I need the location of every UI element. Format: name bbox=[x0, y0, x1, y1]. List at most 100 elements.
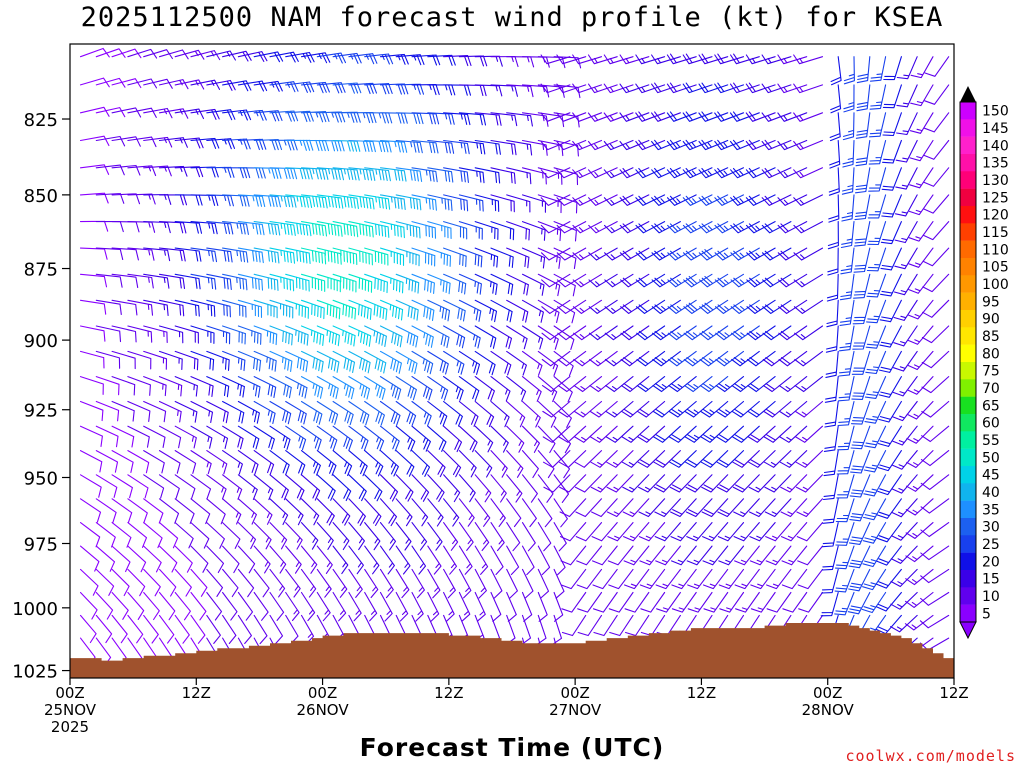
wind-barb bbox=[793, 273, 824, 288]
wind-barb bbox=[111, 78, 142, 89]
wind-barb bbox=[896, 84, 918, 108]
wind-barb bbox=[923, 167, 950, 187]
wind-barb bbox=[761, 83, 792, 94]
wind-barb bbox=[830, 84, 842, 114]
wind-barb bbox=[395, 450, 415, 477]
wind-barb bbox=[79, 450, 103, 473]
wind-barb bbox=[364, 425, 385, 452]
wind-barb bbox=[111, 450, 134, 473]
wind-barb bbox=[143, 325, 168, 344]
wind-barb bbox=[668, 376, 697, 393]
wind-barb bbox=[458, 55, 488, 67]
wind-barb bbox=[608, 568, 634, 590]
wind-barb bbox=[222, 273, 248, 291]
wind-barb bbox=[111, 591, 129, 620]
wind-barb bbox=[561, 614, 587, 637]
wind-barb bbox=[609, 614, 634, 637]
wind-barb bbox=[861, 591, 887, 614]
wind-barb bbox=[866, 273, 887, 298]
wind-barb bbox=[764, 498, 792, 518]
colorbar-swatch bbox=[960, 327, 976, 345]
wind-barb bbox=[667, 221, 697, 234]
wind-barb bbox=[237, 400, 260, 424]
wind-barb bbox=[111, 425, 135, 448]
wind-barb bbox=[474, 247, 499, 268]
wind-barb bbox=[490, 56, 519, 68]
wind-barb bbox=[253, 139, 283, 151]
wind-barb bbox=[907, 273, 934, 294]
credit-link[interactable]: coolwx.com/models bbox=[845, 747, 1016, 765]
wind-barb bbox=[285, 568, 301, 598]
wind-barb bbox=[285, 81, 315, 93]
wind-barb bbox=[604, 325, 634, 341]
wind-barb bbox=[537, 498, 553, 528]
wind-barb bbox=[506, 139, 533, 156]
wind-barb bbox=[619, 54, 650, 65]
wind-barb bbox=[761, 221, 792, 234]
wind-barb bbox=[364, 112, 393, 124]
wind-barb bbox=[506, 568, 518, 599]
wind-barb bbox=[779, 450, 808, 468]
wind-barb bbox=[540, 247, 571, 261]
wind-barb bbox=[285, 474, 305, 501]
wind-barb bbox=[111, 400, 135, 422]
wind-barb bbox=[834, 568, 855, 593]
wind-barb bbox=[332, 52, 362, 64]
wind-barb bbox=[348, 82, 378, 95]
wind-barb bbox=[458, 522, 474, 551]
wind-barb bbox=[253, 51, 284, 63]
wind-barb bbox=[827, 247, 839, 276]
wind-barb bbox=[411, 591, 424, 622]
wind-barb bbox=[587, 112, 618, 122]
wind-barb bbox=[300, 474, 321, 501]
wind-barb bbox=[746, 247, 776, 261]
wind-barb bbox=[348, 498, 366, 526]
wind-barb bbox=[111, 522, 132, 548]
wind-barb bbox=[143, 78, 173, 89]
wind-barb bbox=[348, 299, 372, 320]
wind-barb bbox=[206, 166, 235, 178]
wind-barb bbox=[745, 221, 776, 234]
wind-barb bbox=[923, 194, 950, 214]
wind-barb bbox=[379, 350, 402, 374]
wind-barb bbox=[701, 474, 729, 493]
wind-barb bbox=[237, 545, 256, 574]
wind-barb bbox=[316, 325, 340, 347]
y-tick-label: 875 bbox=[24, 260, 58, 281]
wind-barb bbox=[714, 194, 745, 206]
wind-barb bbox=[158, 545, 178, 573]
colorbar-label: 65 bbox=[982, 398, 1000, 414]
wind-barb bbox=[506, 247, 530, 269]
wind-barb bbox=[702, 545, 729, 566]
wind-barb bbox=[237, 591, 254, 621]
wind-barb bbox=[746, 350, 776, 367]
wind-barb bbox=[285, 299, 310, 319]
wind-barb bbox=[222, 591, 238, 621]
wind-barb bbox=[222, 299, 247, 318]
colorbar-swatch bbox=[960, 188, 976, 207]
wind-barb bbox=[537, 522, 552, 552]
wind-barb bbox=[127, 591, 145, 620]
wind-barb bbox=[651, 247, 681, 261]
wind-barb bbox=[639, 545, 666, 566]
wind-barb bbox=[640, 591, 666, 613]
wind-barb bbox=[443, 498, 460, 527]
wind-barb bbox=[654, 498, 681, 518]
wind-barb bbox=[379, 522, 397, 551]
wind-barb bbox=[880, 221, 902, 245]
wind-barb bbox=[158, 376, 183, 397]
wind-barb bbox=[190, 450, 212, 475]
wind-barb bbox=[490, 299, 513, 323]
wind-barb bbox=[222, 194, 250, 207]
wind-barb bbox=[79, 425, 103, 447]
wind-barb bbox=[761, 54, 792, 65]
wind-barb bbox=[127, 425, 150, 448]
wind-barb bbox=[700, 450, 729, 468]
wind-barb bbox=[747, 400, 776, 418]
wind-barb bbox=[589, 425, 618, 443]
wind-barb bbox=[395, 273, 420, 294]
wind-barb bbox=[882, 139, 902, 164]
wind-barb bbox=[253, 376, 277, 399]
wind-barb bbox=[730, 53, 760, 65]
wind-barb bbox=[443, 400, 463, 427]
